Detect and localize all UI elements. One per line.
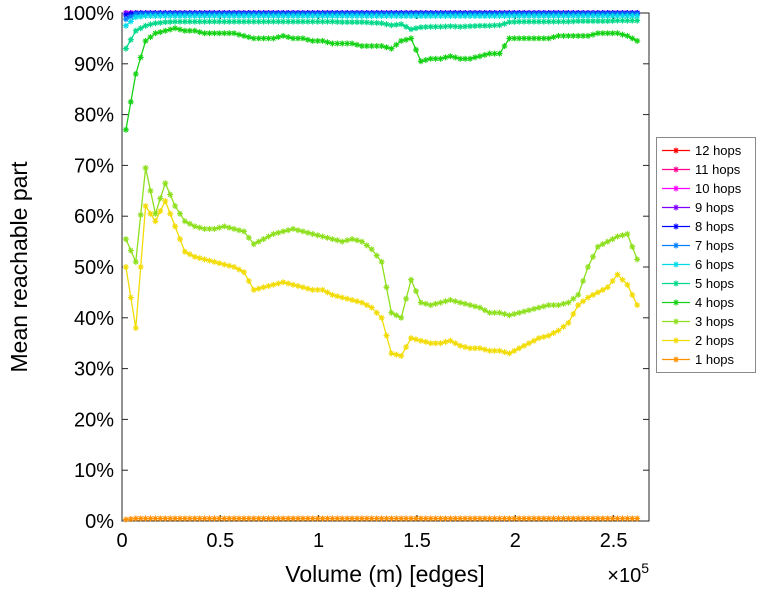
x-tick-label: 1: [313, 530, 324, 552]
legend-marker-9-hops: [673, 204, 679, 211]
legend-marker-10-hops: [673, 185, 679, 192]
legend-item-4-hops: 4 hops: [661, 293, 751, 312]
x-tick-label: 0: [116, 530, 127, 552]
legend-item-7-hops: 7 hops: [661, 236, 751, 255]
legend-swatch-1-hops: [662, 356, 690, 363]
legend-label-4-hops: 4 hops: [695, 295, 735, 310]
series-line-3-hops: [125, 167, 638, 319]
legend-marker-3-hops: [673, 318, 679, 325]
y-axis-label: Mean reachable part: [6, 161, 32, 373]
legend-marker-8-hops: [673, 223, 679, 230]
legend-item-11-hops: 11 hops: [661, 160, 751, 179]
series-markers-2-hops: [122, 198, 641, 359]
y-tick-label: 40%: [74, 308, 114, 330]
legend-label-8-hops: 8 hops: [695, 219, 735, 234]
y-tick-label: 0%: [85, 511, 114, 533]
x-tick-label: 1.5: [403, 530, 431, 552]
legend-swatch-11-hops: [662, 166, 690, 173]
legend-item-1-hops: 1 hops: [661, 350, 751, 369]
legend-item-3-hops: 3 hops: [661, 312, 751, 331]
legend-label-6-hops: 6 hops: [695, 257, 735, 272]
legend-label-3-hops: 3 hops: [695, 314, 735, 329]
legend-label-1-hops: 1 hops: [695, 352, 735, 367]
y-tick-label: 50%: [74, 257, 114, 279]
legend-item-6-hops: 6 hops: [661, 255, 751, 274]
x-tick-label: 0.5: [206, 530, 234, 552]
series-markers-5-hops: [122, 17, 641, 52]
legend-marker-7-hops: [673, 242, 679, 249]
y-tick-label: 90%: [74, 54, 114, 76]
legend-item-10-hops: 10 hops: [661, 179, 751, 198]
legend-label-12-hops: 12 hops: [695, 143, 742, 158]
series-group: [122, 10, 641, 523]
series-markers-3-hops: [122, 164, 641, 321]
plot-box: [121, 12, 650, 522]
legend-swatch-3-hops: [662, 318, 690, 325]
legend-swatch-7-hops: [662, 242, 690, 249]
legend-swatch-4-hops: [662, 299, 690, 306]
legend-label-5-hops: 5 hops: [695, 276, 735, 291]
legend-label-2-hops: 2 hops: [695, 333, 735, 348]
legend-swatch-8-hops: [662, 223, 690, 230]
x-axis-exponent-base: ×10: [607, 565, 641, 587]
legend-swatch-9-hops: [662, 204, 690, 211]
x-axis-label: Volume (m) [edges]: [285, 561, 484, 587]
legend: 12 hops 11 hops 10 hops 9 hops 8 hops 7 hops 6…: [656, 137, 756, 373]
legend-marker-2-hops: [673, 337, 679, 344]
legend-label-11-hops: 11 hops: [695, 162, 741, 177]
y-tick-label: 30%: [74, 359, 114, 381]
y-tick-label: 10%: [74, 460, 114, 482]
x-axis-exponent: ×105: [607, 560, 649, 587]
x-tick-label: 2.5: [600, 530, 628, 552]
legend-item-8-hops: 8 hops: [661, 217, 751, 236]
legend-swatch-2-hops: [662, 337, 690, 344]
y-tick-label: 60%: [74, 206, 114, 228]
legend-item-12-hops: 12 hops: [661, 141, 751, 160]
legend-swatch-10-hops: [662, 185, 690, 192]
legend-swatch-5-hops: [662, 280, 690, 287]
legend-item-5-hops: 5 hops: [661, 274, 751, 293]
legend-marker-12-hops: [673, 147, 679, 154]
series-markers-6-hops: [122, 13, 641, 29]
y-tick-label: 80%: [74, 105, 114, 127]
legend-label-10-hops: 10 hops: [695, 181, 742, 196]
y-tick-label: 70%: [74, 155, 114, 177]
legend-label-7-hops: 7 hops: [695, 238, 735, 253]
legend-marker-4-hops: [673, 299, 679, 306]
legend-marker-1-hops: [673, 356, 679, 363]
y-tick-label: 20%: [74, 409, 114, 431]
legend-swatch-12-hops: [662, 147, 690, 154]
legend-item-9-hops: 9 hops: [661, 198, 751, 217]
legend-label-9-hops: 9 hops: [695, 200, 735, 215]
series-markers-4-hops: [122, 25, 641, 133]
x-axis-exponent-power: 5: [641, 560, 649, 576]
y-tick-label: 100%: [63, 3, 114, 25]
axes: 0 0.5 1 1.5 2 2.5 0% 10% 20% 30% 40% 50% 60% 70% 80% 90…: [63, 3, 650, 552]
legend-marker-5-hops: [673, 280, 679, 287]
legend-marker-6-hops: [673, 261, 679, 268]
legend-marker-11-hops: [673, 166, 679, 173]
series-markers-1-hops: [122, 515, 641, 523]
legend-swatch-6-hops: [662, 261, 690, 268]
x-tick-label: 2: [510, 530, 521, 552]
legend-item-2-hops: 2 hops: [661, 331, 751, 350]
